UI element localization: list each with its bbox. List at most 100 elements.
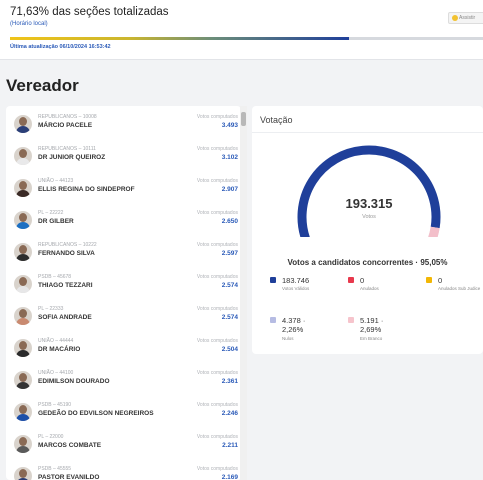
gauge-other-arc [428,226,440,237]
candidate-photo [14,467,32,480]
candidate-name: ELLIS REGINA DO SINDEPROF [38,186,135,193]
candidate-row[interactable]: UNIÃO – 44123 ELLIS REGINA DO SINDEPROF Vo… [6,174,238,206]
candidate-party: PL – 22333 [38,306,64,312]
stat-swatch [426,277,432,283]
total-votes-label: Votos [362,214,376,220]
candidate-name: DR GILBER [38,218,74,225]
candidate-party: UNIÃO – 44444 [38,338,74,344]
stat-value: 0 [438,276,443,285]
stat-value: 4.378 · 2,26% [282,316,306,334]
candidate-party: UNIÃO – 44100 [38,370,74,376]
candidate-name: THIAGO TEZZARI [38,282,93,289]
gauge-valid-arc [297,145,441,237]
candidate-votes: 2.907 [221,186,238,193]
candidate-party: REPUBLICANOS – 10222 [38,242,97,248]
divider [252,132,483,133]
candidate-votes: 2.246 [221,410,238,417]
candidate-votes: 2.211 [222,442,238,449]
candidate-party: PSDB – 45190 [38,402,72,408]
candidate-name: DR JUNIOR QUEIROZ [38,154,106,161]
candidate-row[interactable]: PSDB – 45555 PASTOR EVANILDO Votos computa… [6,462,238,480]
stat-label: Votos Válidos [282,286,310,291]
votes-computed-label: Votos computados [196,466,238,472]
candidate-photo [14,275,32,293]
local-time-note: (Horário local) [10,21,48,27]
assist-icon [452,15,458,21]
stat-swatch [348,317,354,323]
votes-computed-label: Votos computados [196,242,238,248]
section-title: Vereador [6,76,79,95]
candidate-list[interactable]: REPUBLICANOS – 10008 MÁRCIO PACELE Votos c… [6,106,241,480]
votes-computed-label: Votos computados [196,402,238,408]
candidate-name: SOFIA ANDRADE [38,314,92,321]
competing-votes-title: Votos a candidatos concorrentes · 95,05% [287,258,448,267]
stat-label: Anulados Sub Judice [438,286,481,291]
candidate-photo [14,179,32,197]
candidate-row[interactable]: PSDB – 45190 GEDEÃO DO EDVILSON NEGREIROS… [6,398,238,430]
candidate-photo [14,243,32,261]
votes-computed-label: Votos computados [196,210,238,216]
candidate-party: REPUBLICANOS – 10008 [38,114,97,120]
votes-computed-label: Votos computados [196,434,238,440]
votes-computed-label: Votos computados [196,178,238,184]
candidate-row[interactable]: UNIÃO – 44100 EDIMILSON DOURADO Votos comp… [6,366,238,398]
candidate-row[interactable]: UNIÃO – 44444 DR MACÁRIO Votos computados 2… [6,334,238,366]
stat-swatch [270,317,276,323]
candidate-name: FERNANDO SILVA [38,250,95,257]
votes-computed-label: Votos computados [196,274,238,280]
candidate-photo [14,339,32,357]
candidate-list-scrollbar[interactable] [240,106,247,480]
candidate-photo [14,147,32,165]
candidate-photo [14,211,32,229]
votes-computed-label: Votos computados [196,338,238,344]
voting-title: Votação [260,115,293,125]
candidate-photo [14,435,32,453]
candidate-row[interactable]: REPUBLICANOS – 10008 MÁRCIO PACELE Votos c… [6,110,238,142]
candidate-party: PL – 22000 [38,434,64,440]
candidate-votes: 2.169 [221,474,238,480]
progress-fill [10,37,349,40]
last-update-text: Última atualização 06/10/2024 16:53:42 [10,44,111,50]
candidate-row[interactable]: PL – 22000 MARCOS COMBATE Votos computados… [6,430,238,462]
candidate-votes: 3.493 [221,122,238,129]
candidate-photo [14,371,32,389]
candidate-row[interactable]: REPUBLICANOS – 10222 FERNANDO SILVA Votos … [6,238,238,270]
candidate-votes: 2.361 [221,378,238,385]
votes-gauge [297,145,441,237]
totalization-header: 71,63% das seções totalizadas (Horário l… [0,0,483,60]
candidate-votes: 3.102 [221,154,238,161]
voting-panel: Votação 193.315 Votos Votos a candidatos… [252,106,483,354]
candidate-row[interactable]: REPUBLICANOS – 10111 DR JUNIOR QUEIROZ Vot… [6,142,238,174]
candidate-photo [14,403,32,421]
stat-value: 183.746 [282,276,310,285]
candidate-name: DR MACÁRIO [38,346,81,353]
candidate-photo [14,115,32,133]
stat-swatch [348,277,354,283]
stat-label: Anulados [360,286,379,291]
candidate-row[interactable]: PSDB – 45678 THIAGO TEZZARI Votos computad… [6,270,238,302]
scroll-thumb[interactable] [241,112,246,126]
votes-computed-label: Votos computados [196,114,238,120]
votes-computed-label: Votos computados [196,306,238,312]
votes-computed-label: Votos computados [196,146,238,152]
candidate-party: PL – 22222 [38,210,64,216]
stat-label: Nulos [282,336,294,341]
votes-computed-label: Votos computados [196,370,238,376]
candidate-votes: 2.650 [221,218,238,225]
assist-button[interactable]: Assistir [448,12,483,24]
stat-label: Em Branco [360,336,383,341]
candidate-row[interactable]: PL – 22222 DR GILBER Votos computados 2.650 [6,206,238,238]
candidate-name: EDIMILSON DOURADO [38,378,110,385]
total-votes: 193.315 [345,196,393,211]
assist-label: Assistir [459,15,476,21]
candidate-votes: 2.504 [221,346,238,353]
candidate-votes: 2.574 [221,282,238,289]
stat-swatch [270,277,276,283]
candidate-row[interactable]: PL – 22333 SOFIA ANDRADE Votos computados 2… [6,302,238,334]
candidate-votes: 2.597 [221,250,238,257]
stat-value: 5.191 · 2,69% [360,316,384,334]
candidate-name: PASTOR EVANILDO [38,474,100,480]
candidate-party: UNIÃO – 44123 [38,178,74,184]
candidate-name: MARCOS COMBATE [38,442,102,449]
totalization-progress-bar [10,37,483,40]
